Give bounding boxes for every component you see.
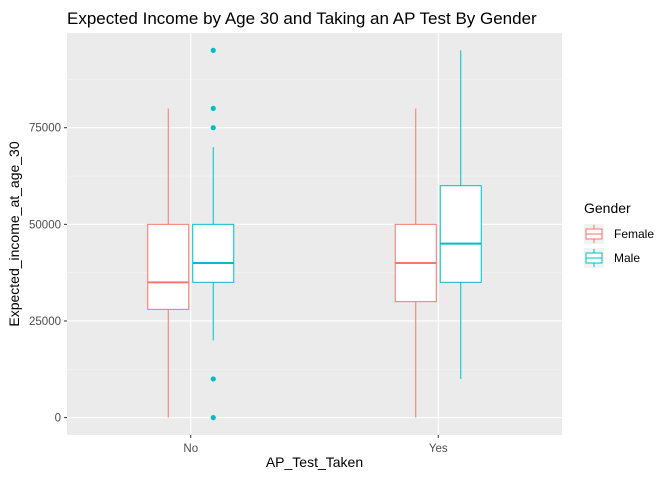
chart-title: Expected Income by Age 30 and Taking an … [67, 9, 537, 28]
x-axis-title: AP_Test_Taken [266, 454, 363, 470]
plot-panel [67, 33, 562, 435]
outlier-point [210, 105, 216, 111]
y-tick-label: 25000 [29, 316, 61, 328]
box-iqr [147, 223, 190, 310]
x-tick-label: Yes [429, 443, 448, 455]
legend-key-female [584, 224, 604, 244]
legend-title: Gender [584, 200, 631, 216]
y-tick-label: 0 [55, 413, 61, 425]
y-axis-title: Expected_income_at_age_30 [6, 141, 22, 326]
boxes [147, 47, 482, 421]
legend-key-male [584, 248, 604, 268]
outlier-point [210, 376, 216, 382]
box-male-yes [439, 50, 482, 379]
y-axis: 0 25000 50000 75000 [29, 123, 67, 425]
outlier-point [210, 47, 216, 53]
box-female-no [147, 108, 190, 418]
box-male-no [192, 47, 235, 421]
outlier-point [210, 125, 216, 131]
legend-label-female: Female [614, 227, 654, 241]
box-female-yes [394, 108, 437, 418]
x-tick-label: No [183, 443, 198, 455]
box-iqr [439, 185, 482, 283]
box-iqr [192, 223, 235, 283]
legend: Gender Female Male [584, 200, 654, 268]
outlier-point [210, 415, 216, 421]
y-tick-label: 50000 [29, 219, 61, 231]
legend-label-male: Male [614, 251, 640, 265]
x-axis: No Yes [183, 435, 448, 455]
y-tick-label: 75000 [29, 123, 61, 135]
